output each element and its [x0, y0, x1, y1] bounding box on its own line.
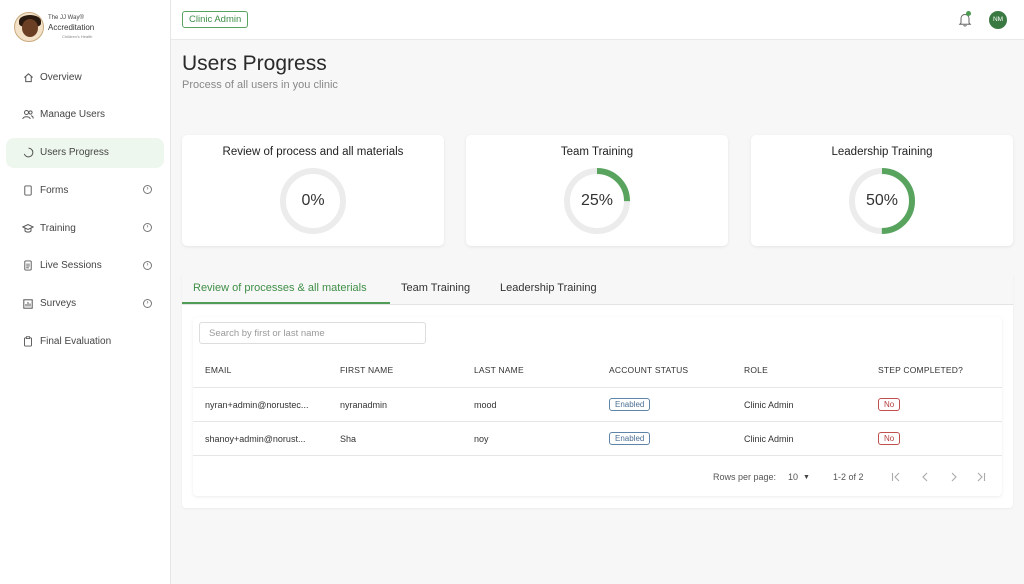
avatar[interactable]: NM	[989, 11, 1007, 29]
card-title: Team Training	[560, 146, 634, 158]
chevron-right-icon[interactable]: ›	[143, 185, 152, 195]
clipboard-icon	[22, 336, 34, 348]
chevron-right-icon[interactable]: ›	[143, 260, 152, 270]
sidebar: The JJ Way® Accreditation Children's Hea…	[0, 0, 171, 584]
page-title: Users Progress	[182, 52, 327, 75]
sidebar-item-surveys[interactable]: Surveys ›	[6, 289, 164, 319]
notification-dot	[966, 11, 971, 16]
tab-team-training[interactable]: Team Training	[401, 282, 471, 294]
step-completed-badge: No	[878, 398, 901, 411]
sidebar-item-label: Users Progress	[40, 147, 109, 159]
ring-track	[280, 168, 346, 234]
sidebar-item-forms[interactable]: Forms ›	[6, 175, 164, 205]
chevron-right-icon[interactable]: ›	[143, 298, 152, 308]
users-icon	[22, 109, 34, 121]
previous-page-icon[interactable]	[919, 471, 931, 483]
search-input[interactable]	[199, 322, 426, 344]
home-icon	[22, 71, 34, 83]
tab-leadership-training[interactable]: Leadership Training	[500, 282, 597, 294]
next-page-icon[interactable]	[948, 471, 960, 483]
graduation-cap-icon	[22, 222, 34, 234]
tab-review-processes[interactable]: Review of processes & all materials	[193, 282, 367, 294]
progress-ring	[280, 168, 346, 234]
logo-line-3: Children's Health	[62, 33, 93, 39]
column-header-first-name[interactable]: FIRST NAME	[340, 365, 394, 375]
sidebar-item-overview[interactable]: Overview	[6, 62, 164, 92]
logo-line-2: Accreditation	[48, 22, 95, 32]
cell-first-name: nyranadmin	[340, 400, 388, 410]
progress-ring	[564, 168, 630, 234]
dropdown-caret-icon[interactable]: ▼	[803, 474, 810, 481]
sidebar-item-training[interactable]: Training ›	[6, 213, 164, 243]
pagination-range: 1-2 of 2	[833, 472, 864, 482]
progress-card-leadership-training: Leadership Training 50%	[751, 135, 1013, 246]
cell-last-name: mood	[474, 400, 497, 410]
sidebar-item-label: Live Sessions	[40, 260, 102, 272]
table-row[interactable]: shanoy+admin@norust... Sha noy Enabled C…	[193, 422, 1002, 456]
column-header-email[interactable]: EMAIL	[205, 365, 232, 375]
active-tab-indicator	[182, 302, 390, 304]
first-page-icon[interactable]	[890, 471, 902, 483]
progress-percent: 25%	[580, 192, 614, 209]
cell-first-name: Sha	[340, 434, 357, 444]
document-icon	[22, 260, 34, 272]
sidebar-item-label: Training	[40, 222, 76, 234]
sidebar-nav: Overview Manage Users Users Progress For…	[6, 62, 164, 364]
last-page-icon[interactable]	[975, 471, 987, 483]
cell-last-name: noy	[474, 434, 489, 444]
progress-icon	[22, 147, 34, 159]
role-badge[interactable]: Clinic Admin	[182, 11, 249, 28]
progress-card-team-training: Team Training 25%	[466, 135, 728, 246]
chevron-right-icon[interactable]: ›	[143, 223, 152, 233]
file-icon	[22, 184, 34, 196]
users-table-card: EMAIL FIRST NAME LAST NAME ACCOUNT STATU…	[193, 317, 1002, 496]
cell-email: shanoy+admin@norust...	[205, 434, 306, 444]
table-row[interactable]: nyran+admin@norustec... nyranadmin mood …	[193, 388, 1002, 422]
sidebar-item-label: Overview	[40, 71, 82, 83]
progress-ring	[849, 168, 915, 234]
sidebar-item-label: Surveys	[40, 298, 77, 310]
bell-icon[interactable]	[958, 12, 972, 27]
sidebar-item-label: Forms	[40, 184, 69, 196]
column-header-role[interactable]: ROLE	[744, 365, 768, 375]
progress-percent: 0%	[301, 192, 325, 209]
sidebar-item-label: Final Evaluation	[40, 336, 112, 348]
cell-email: nyran+admin@norustec...	[205, 400, 309, 410]
logo-emblem-icon	[14, 12, 44, 42]
column-header-account-status[interactable]: ACCOUNT STATUS	[609, 365, 689, 375]
progress-card-review: Review of process and all materials 0%	[182, 135, 444, 246]
column-header-last-name[interactable]: LAST NAME	[474, 365, 524, 375]
step-completed-badge: No	[878, 432, 901, 445]
card-title: Leadership Training	[831, 146, 933, 158]
logo-line-1: The JJ Way®	[48, 14, 84, 21]
page-subtitle: Process of all users in you clinic	[182, 79, 338, 91]
sidebar-item-live-sessions[interactable]: Live Sessions ›	[6, 251, 164, 281]
bar-chart-icon	[22, 298, 34, 310]
ring-fill	[564, 168, 630, 234]
cell-role: Clinic Admin	[744, 434, 794, 444]
cell-role: Clinic Admin	[744, 400, 794, 410]
top-header: Clinic Admin NM	[171, 0, 1024, 40]
sidebar-item-final-evaluation[interactable]: Final Evaluation	[6, 327, 164, 357]
sidebar-item-label: Manage Users	[40, 109, 106, 121]
rows-per-page-label: Rows per page:	[713, 472, 777, 482]
tab-bar: Review of processes & all materials Team…	[182, 272, 1013, 305]
ring-fill	[849, 168, 915, 234]
progress-percent: 50%	[865, 192, 899, 209]
brand-logo[interactable]: The JJ Way® Accreditation Children's Hea…	[14, 12, 94, 42]
status-badge: Enabled	[609, 432, 651, 445]
status-badge: Enabled	[609, 398, 651, 411]
card-title: Review of process and all materials	[222, 146, 404, 158]
column-header-step-completed[interactable]: STEP COMPLETED?	[878, 365, 964, 375]
sidebar-item-users-progress[interactable]: Users Progress	[6, 137, 164, 168]
sidebar-item-manage-users[interactable]: Manage Users	[6, 100, 164, 130]
header-divider	[193, 387, 1002, 388]
rows-per-page-select[interactable]: 10	[788, 472, 799, 482]
